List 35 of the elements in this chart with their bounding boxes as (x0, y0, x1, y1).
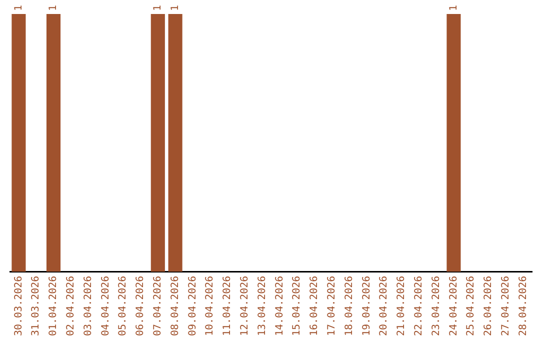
x-tick-label: 03.04.2026 (82, 276, 94, 336)
data-label: 1 (48, 4, 60, 11)
data-label: 1 (170, 4, 181, 11)
x-tick-label: 24.04.2026 (448, 276, 460, 336)
x-tick-label: 07.04.2026 (152, 276, 164, 336)
x-tick-label: 11.04.2026 (222, 276, 234, 336)
x-tick-label: 26.04.2026 (483, 276, 494, 336)
x-tick-label: 20.04.2026 (378, 276, 390, 336)
x-tick-label: 14.04.2026 (274, 276, 286, 336)
x-tick-label: 30.03.2026 (13, 276, 24, 336)
x-tick-label: 18.04.2026 (344, 276, 355, 336)
x-tick-label: 12.04.2026 (239, 276, 250, 336)
x-tick-label: 22.04.2026 (413, 276, 424, 336)
x-tick-label: 08.04.2026 (170, 276, 181, 336)
x-tick-label: 31.03.2026 (30, 276, 42, 336)
data-label: 1 (152, 4, 164, 11)
x-tick-label: 10.04.2026 (204, 276, 216, 336)
x-tick-label: 01.04.2026 (48, 276, 60, 336)
x-tick-label: 23.04.2026 (430, 276, 442, 336)
x-tick-label: 27.04.2026 (500, 276, 512, 336)
x-tick-label: 16.04.2026 (309, 276, 320, 336)
x-tick-label: 17.04.2026 (326, 276, 338, 336)
x-tick-label: 04.04.2026 (100, 276, 112, 336)
x-tick-label: 09.04.2026 (187, 276, 198, 336)
x-tick-label: 19.04.2026 (361, 276, 372, 336)
x-tick-label: 05.04.2026 (118, 276, 129, 336)
x-tick-label: 02.04.2026 (65, 276, 76, 336)
x-tick-label: 06.04.2026 (135, 276, 146, 336)
data-label: 1 (13, 4, 24, 11)
x-tick-label: 15.04.2026 (292, 276, 303, 336)
x-tick-label: 21.04.2026 (396, 276, 408, 336)
x-tick-label: 28.04.2026 (518, 276, 529, 336)
x-tick-label: 25.04.2026 (466, 276, 477, 336)
x-tick-label: 13.04.2026 (256, 276, 268, 336)
data-label: 1 (448, 4, 460, 11)
